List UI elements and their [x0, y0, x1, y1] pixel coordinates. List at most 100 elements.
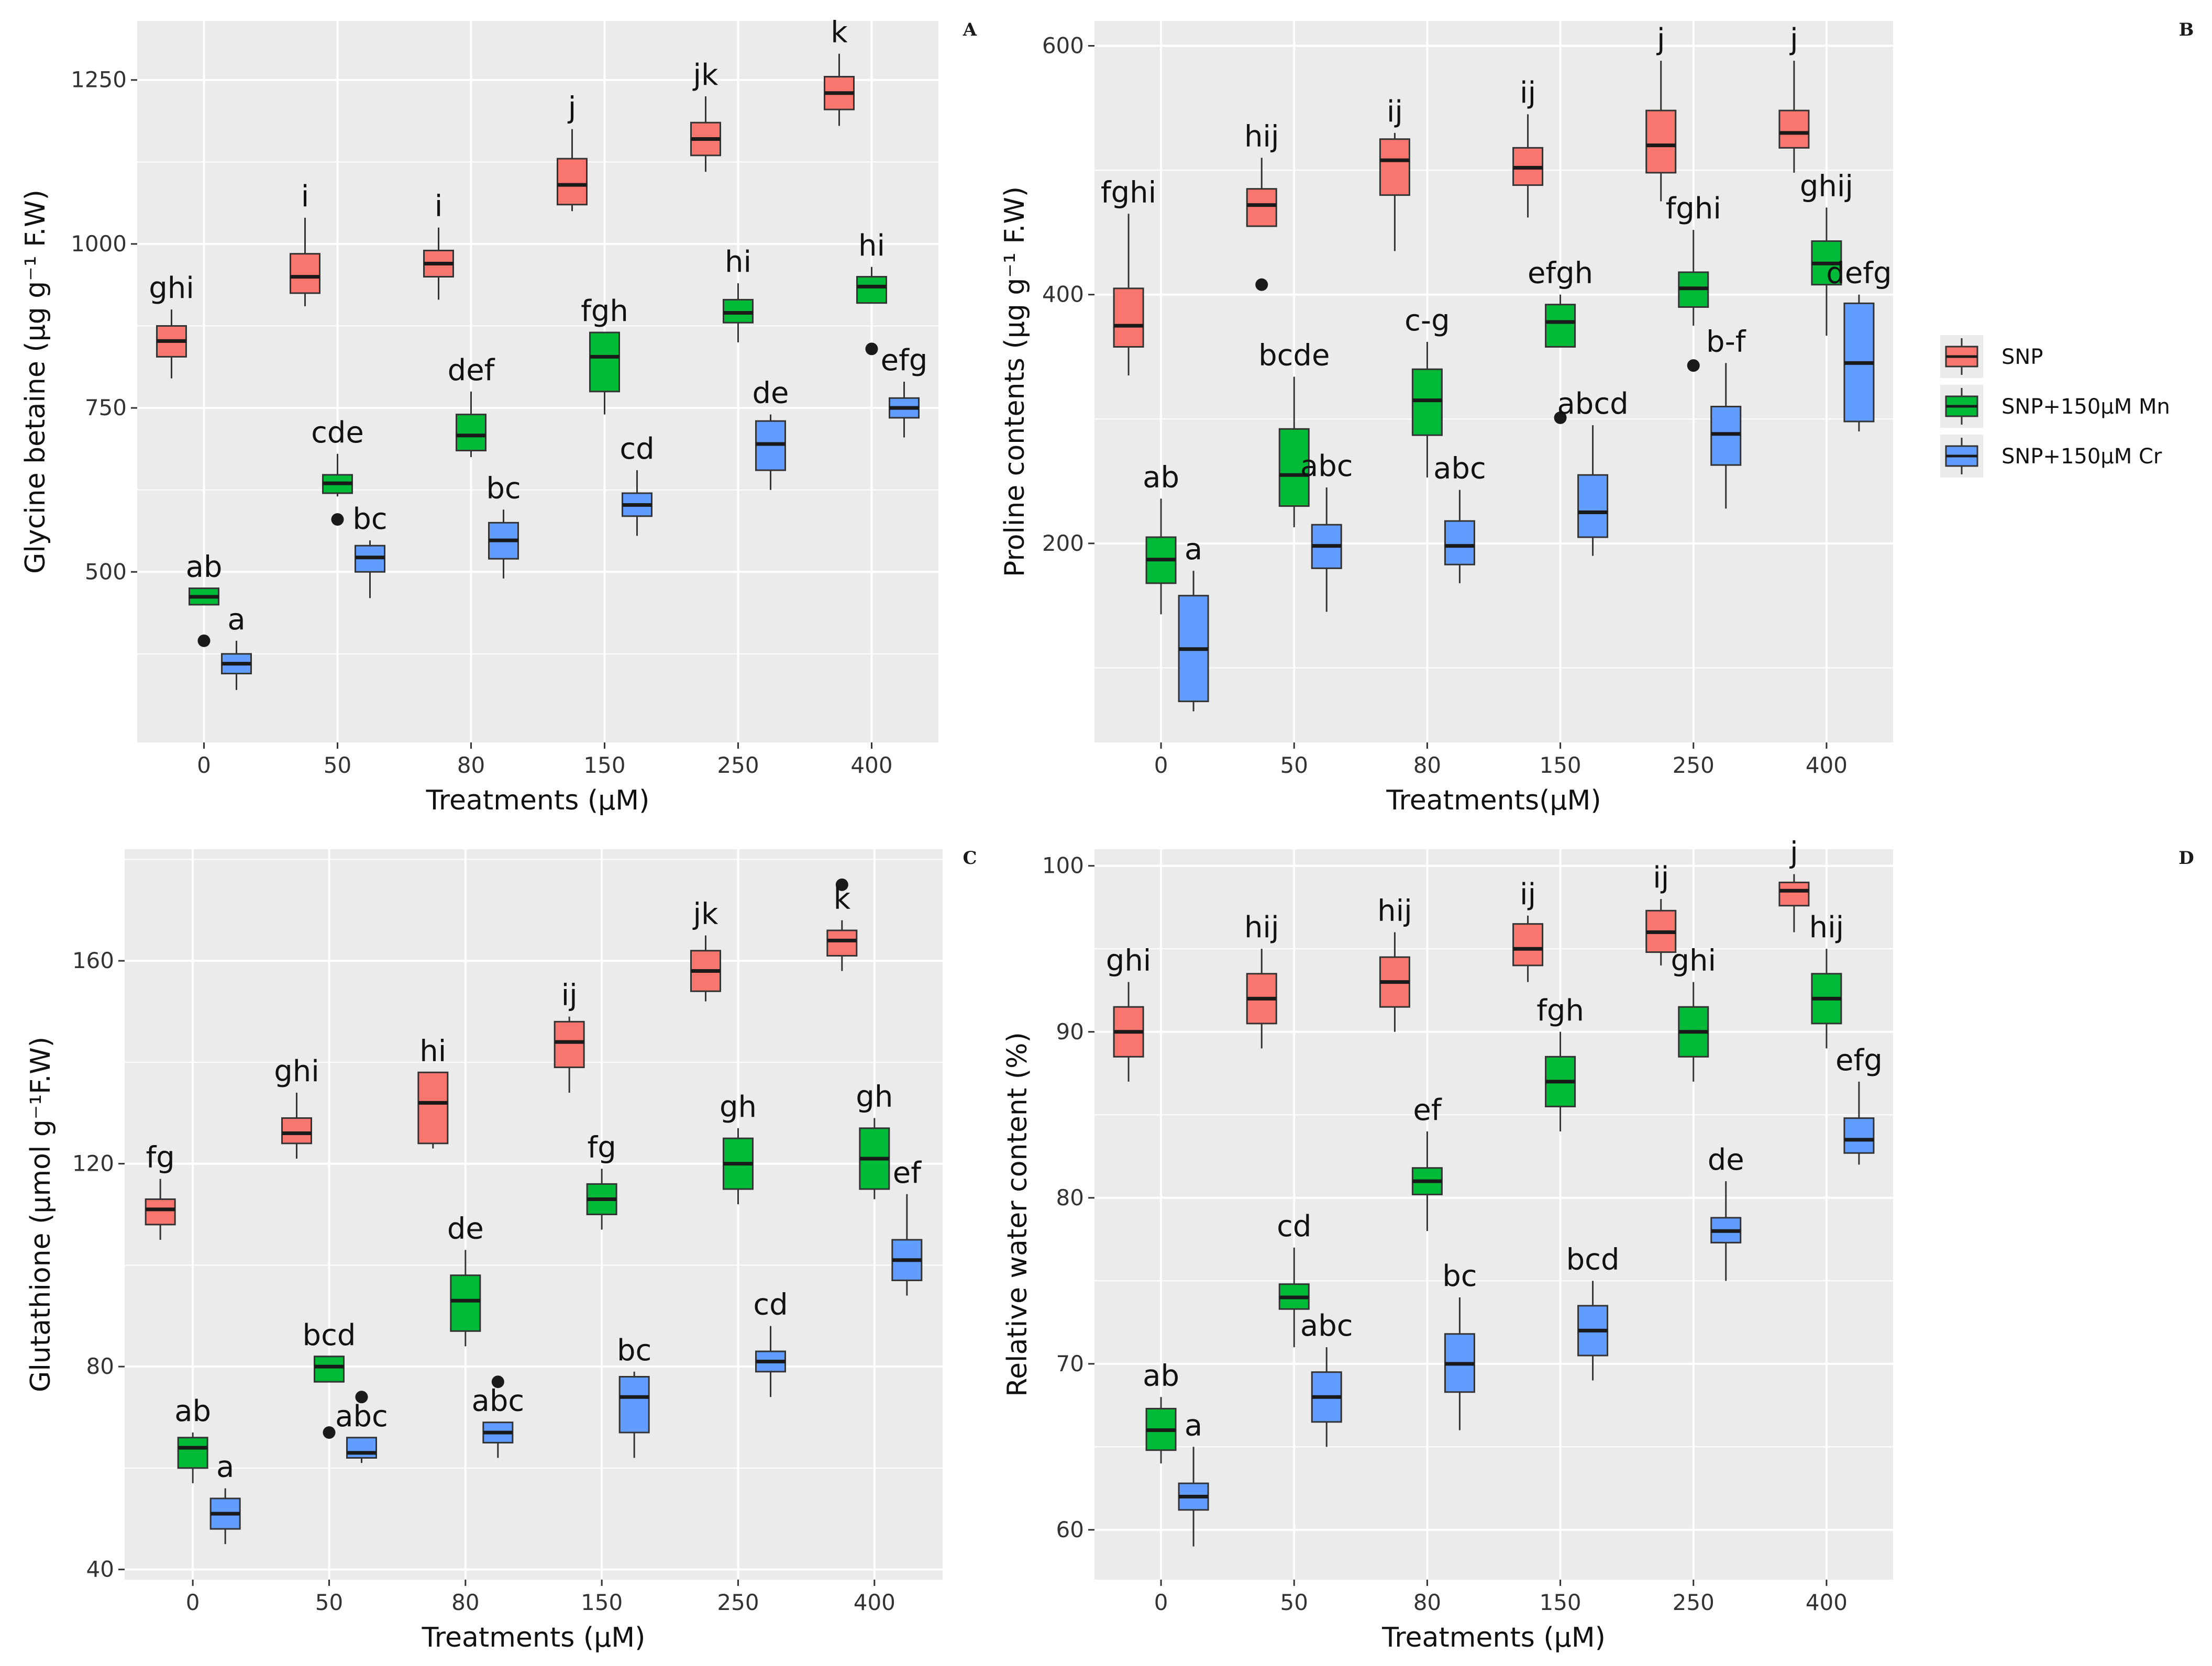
box-body [417, 1071, 449, 1145]
box-snp-150-m-cr-50: abc [335, 1391, 388, 1463]
significance-letter: abc [1300, 1309, 1353, 1343]
y-tick-label: 80 [1056, 1185, 1084, 1210]
x-tick-label: 250 [717, 1590, 759, 1615]
panel-b: 200 400 600 0 50 80 150 250 400 Treatments(µM) Pro… [999, 19, 2194, 816]
outlier-point [197, 634, 211, 647]
y-tick-label: 200 [1042, 530, 1084, 556]
significance-letter: gh [856, 1080, 893, 1114]
box-body [1645, 109, 1677, 174]
box-snp-150-m-cr-80: abc [472, 1375, 524, 1458]
box-snp-150-m-mn-250: fghi [1666, 192, 1721, 372]
box-body [281, 1117, 312, 1145]
box-body [1379, 138, 1410, 196]
significance-letter: k [831, 16, 848, 50]
significance-letter: bc [352, 502, 387, 536]
outlier-point [355, 1391, 368, 1404]
box-body [826, 929, 858, 957]
significance-letter: ij [1520, 878, 1536, 912]
box-snp-150-m-mn-250: gh [720, 1090, 757, 1205]
box-snp-150-m-cr-0: a [1178, 1408, 1209, 1547]
outlier-point [491, 1375, 504, 1389]
significance-letter: ef [893, 1156, 922, 1190]
box-body [290, 253, 320, 294]
plot-background [125, 849, 943, 1580]
box-snp-150: j [557, 91, 588, 212]
box-body [554, 1020, 585, 1069]
significance-letter: ab [186, 550, 223, 584]
box-snp-150-m-mn-80: de [447, 1212, 484, 1347]
box-snp-0: fghi [1101, 175, 1156, 376]
significance-letter: ghi [1106, 944, 1152, 978]
outlier-point [323, 1426, 336, 1439]
significance-letter: ij [1653, 861, 1669, 895]
box-snp-150-m-cr-80: bc [1442, 1259, 1477, 1430]
box-body [177, 1437, 208, 1469]
box-snp-150-m-cr-0: a [1178, 532, 1209, 712]
outlier-point [1687, 359, 1700, 372]
legend-label: SNP+150µM Cr [2001, 445, 2162, 469]
significance-letter: de [447, 1212, 484, 1246]
significance-letter: fg [588, 1130, 616, 1164]
box-body [145, 1198, 176, 1226]
significance-letter: cd [753, 1288, 788, 1322]
significance-letter: ab [1143, 1359, 1179, 1393]
significance-letter: hij [1244, 119, 1279, 153]
significance-letter: bcd [303, 1318, 356, 1352]
x-tick-label: 150 [581, 1590, 623, 1615]
legend: SNP SNP+150µM Mn SNP+150µM Cr [1932, 322, 2205, 479]
box-body [589, 331, 620, 393]
box-snp-150-m-cr-400: efg [1835, 1043, 1883, 1165]
box-snp-150: ij [1512, 76, 1544, 218]
panel-a: 500 750 1000 1250 0 50 80 150 250 400 Treatments (… [20, 16, 977, 816]
box-snp-80: hij [1377, 894, 1412, 1032]
x-tick-label: 0 [197, 752, 211, 778]
y-tick-label: 80 [86, 1353, 114, 1379]
x-tick-label: 250 [717, 752, 759, 778]
box-snp-150-m-cr-250: de [753, 376, 789, 490]
panel-tag: B [2179, 19, 2194, 40]
significance-letter: a [1185, 1408, 1202, 1442]
x-tick-label: 80 [1413, 1590, 1441, 1615]
box-snp-250: jk [690, 58, 721, 172]
significance-letter: fg [146, 1141, 175, 1175]
box-snp-250: j [1645, 23, 1677, 202]
significance-letter: de [1708, 1143, 1744, 1177]
significance-letter: ghi [149, 271, 194, 305]
box-body [1778, 881, 1810, 907]
box-snp-150-m-mn-250: ghi [1671, 944, 1716, 1082]
significance-letter: abc [1433, 452, 1486, 486]
box-snp-150-m-mn-50: cd [1277, 1209, 1311, 1348]
significance-letter: ghi [1671, 944, 1716, 978]
x-axis-title: Treatments(µM) [1386, 785, 1601, 816]
legend-item: SNP [1940, 335, 2043, 378]
box-body [450, 1274, 481, 1332]
significance-letter: jk [692, 58, 719, 92]
box-snp-80: hi [417, 1034, 449, 1149]
significance-letter: i [301, 180, 309, 214]
outlier-point [865, 342, 878, 356]
x-tick-label: 400 [854, 1590, 895, 1615]
panel-tag: A [963, 19, 977, 40]
significance-letter: bc [486, 471, 521, 505]
box-snp-50: i [290, 180, 320, 306]
box-body [618, 1376, 650, 1434]
box-body [557, 158, 588, 206]
plot-background [137, 21, 938, 742]
box-snp-50: hij [1244, 910, 1279, 1049]
significance-letter: def [448, 353, 495, 387]
y-axis-title: Proline contents (µg g⁻¹ F.W) [999, 186, 1031, 577]
box-body [1512, 923, 1544, 967]
significance-letter: bcd [1566, 1242, 1620, 1276]
box-snp-400: k [824, 16, 855, 126]
panel-c: 40 80 120 160 0 50 80 150 250 400 Treatments (µM) G… [25, 848, 977, 1653]
significance-letter: efgh [1528, 257, 1593, 291]
box-snp-150: ij [1512, 878, 1544, 982]
box-snp-150-m-cr-80: abc [1433, 452, 1486, 583]
legend-label: SNP+150µM Mn [2001, 395, 2170, 419]
x-tick-label: 80 [451, 1590, 479, 1615]
plot-background [1094, 21, 1893, 742]
box-snp-150-m-mn-0: ab [1143, 460, 1179, 615]
x-tick-label: 250 [1673, 752, 1715, 778]
box-body [1411, 368, 1443, 436]
